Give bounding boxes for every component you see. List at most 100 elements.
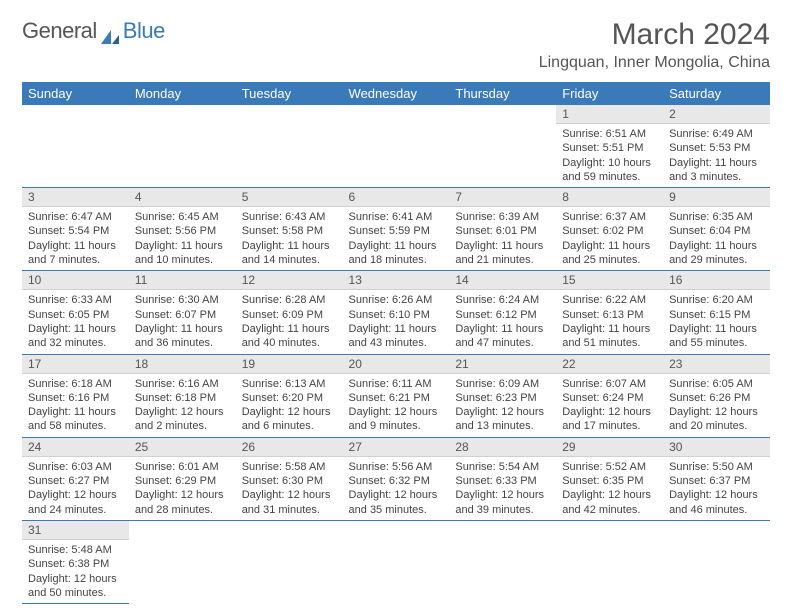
day-number: 7	[449, 188, 556, 207]
day-body: Sunrise: 5:48 AMSunset: 6:38 PMDaylight:…	[22, 540, 129, 603]
day-body: Sunrise: 6:16 AMSunset: 6:18 PMDaylight:…	[129, 374, 236, 437]
day-number: 10	[22, 271, 129, 290]
calendar-cell: 8Sunrise: 6:37 AMSunset: 6:02 PMDaylight…	[556, 188, 663, 271]
day-number: 31	[22, 521, 129, 540]
weekday-header: Monday	[129, 82, 236, 105]
calendar-cell: 2Sunrise: 6:49 AMSunset: 5:53 PMDaylight…	[663, 105, 770, 188]
calendar-cell: 4Sunrise: 6:45 AMSunset: 5:56 PMDaylight…	[129, 188, 236, 271]
calendar-row: 31Sunrise: 5:48 AMSunset: 6:38 PMDayligh…	[22, 520, 770, 603]
day-number: 6	[343, 188, 450, 207]
day-number: 14	[449, 271, 556, 290]
calendar-cell: 9Sunrise: 6:35 AMSunset: 6:04 PMDaylight…	[663, 188, 770, 271]
day-number: 30	[663, 438, 770, 457]
weekday-header: Tuesday	[236, 82, 343, 105]
day-body: Sunrise: 6:20 AMSunset: 6:15 PMDaylight:…	[663, 290, 770, 353]
calendar-cell: 25Sunrise: 6:01 AMSunset: 6:29 PMDayligh…	[129, 437, 236, 520]
day-body: Sunrise: 5:54 AMSunset: 6:33 PMDaylight:…	[449, 457, 556, 520]
calendar-cell	[556, 520, 663, 603]
page-subtitle: Lingquan, Inner Mongolia, China	[539, 54, 770, 72]
day-number: 16	[663, 271, 770, 290]
calendar-cell: 15Sunrise: 6:22 AMSunset: 6:13 PMDayligh…	[556, 271, 663, 354]
day-body: Sunrise: 6:13 AMSunset: 6:20 PMDaylight:…	[236, 374, 343, 437]
calendar-cell: 24Sunrise: 6:03 AMSunset: 6:27 PMDayligh…	[22, 437, 129, 520]
day-body: Sunrise: 6:11 AMSunset: 6:21 PMDaylight:…	[343, 374, 450, 437]
day-number: 18	[129, 355, 236, 374]
calendar-cell	[343, 105, 450, 188]
weekday-header: Thursday	[449, 82, 556, 105]
calendar-cell: 27Sunrise: 5:56 AMSunset: 6:32 PMDayligh…	[343, 437, 450, 520]
day-body: Sunrise: 6:45 AMSunset: 5:56 PMDaylight:…	[129, 207, 236, 270]
calendar-table: SundayMondayTuesdayWednesdayThursdayFrid…	[22, 82, 770, 604]
day-body: Sunrise: 6:09 AMSunset: 6:23 PMDaylight:…	[449, 374, 556, 437]
calendar-row: 3Sunrise: 6:47 AMSunset: 5:54 PMDaylight…	[22, 188, 770, 271]
calendar-cell: 10Sunrise: 6:33 AMSunset: 6:05 PMDayligh…	[22, 271, 129, 354]
calendar-row: 17Sunrise: 6:18 AMSunset: 6:16 PMDayligh…	[22, 354, 770, 437]
day-body: Sunrise: 5:52 AMSunset: 6:35 PMDaylight:…	[556, 457, 663, 520]
day-number: 22	[556, 355, 663, 374]
calendar-cell	[236, 520, 343, 603]
day-number: 5	[236, 188, 343, 207]
calendar-cell	[663, 520, 770, 603]
day-number: 23	[663, 355, 770, 374]
weekday-header-row: SundayMondayTuesdayWednesdayThursdayFrid…	[22, 82, 770, 105]
calendar-body: 1Sunrise: 6:51 AMSunset: 5:51 PMDaylight…	[22, 105, 770, 604]
calendar-cell	[449, 105, 556, 188]
calendar-cell: 31Sunrise: 5:48 AMSunset: 6:38 PMDayligh…	[22, 520, 129, 603]
day-body: Sunrise: 6:33 AMSunset: 6:05 PMDaylight:…	[22, 290, 129, 353]
calendar-cell	[236, 105, 343, 188]
calendar-cell: 7Sunrise: 6:39 AMSunset: 6:01 PMDaylight…	[449, 188, 556, 271]
calendar-cell: 6Sunrise: 6:41 AMSunset: 5:59 PMDaylight…	[343, 188, 450, 271]
calendar-row: 24Sunrise: 6:03 AMSunset: 6:27 PMDayligh…	[22, 437, 770, 520]
calendar-cell: 26Sunrise: 5:58 AMSunset: 6:30 PMDayligh…	[236, 437, 343, 520]
calendar-cell: 30Sunrise: 5:50 AMSunset: 6:37 PMDayligh…	[663, 437, 770, 520]
page-title: March 2024	[539, 18, 770, 52]
day-number: 12	[236, 271, 343, 290]
calendar-cell: 29Sunrise: 5:52 AMSunset: 6:35 PMDayligh…	[556, 437, 663, 520]
day-number: 4	[129, 188, 236, 207]
day-number: 28	[449, 438, 556, 457]
calendar-cell: 12Sunrise: 6:28 AMSunset: 6:09 PMDayligh…	[236, 271, 343, 354]
day-number: 15	[556, 271, 663, 290]
calendar-cell	[129, 105, 236, 188]
day-body: Sunrise: 6:41 AMSunset: 5:59 PMDaylight:…	[343, 207, 450, 270]
calendar-cell: 28Sunrise: 5:54 AMSunset: 6:33 PMDayligh…	[449, 437, 556, 520]
day-number: 29	[556, 438, 663, 457]
calendar-cell: 23Sunrise: 6:05 AMSunset: 6:26 PMDayligh…	[663, 354, 770, 437]
day-number: 13	[343, 271, 450, 290]
calendar-cell	[343, 520, 450, 603]
calendar-cell: 20Sunrise: 6:11 AMSunset: 6:21 PMDayligh…	[343, 354, 450, 437]
calendar-row: 10Sunrise: 6:33 AMSunset: 6:05 PMDayligh…	[22, 271, 770, 354]
day-number: 27	[343, 438, 450, 457]
calendar-cell: 1Sunrise: 6:51 AMSunset: 5:51 PMDaylight…	[556, 105, 663, 188]
day-body: Sunrise: 6:43 AMSunset: 5:58 PMDaylight:…	[236, 207, 343, 270]
calendar-cell: 13Sunrise: 6:26 AMSunset: 6:10 PMDayligh…	[343, 271, 450, 354]
calendar-cell: 18Sunrise: 6:16 AMSunset: 6:18 PMDayligh…	[129, 354, 236, 437]
day-body: Sunrise: 6:49 AMSunset: 5:53 PMDaylight:…	[663, 124, 770, 187]
day-number: 2	[663, 105, 770, 124]
day-body: Sunrise: 6:35 AMSunset: 6:04 PMDaylight:…	[663, 207, 770, 270]
weekday-header: Wednesday	[343, 82, 450, 105]
calendar-row: 1Sunrise: 6:51 AMSunset: 5:51 PMDaylight…	[22, 105, 770, 188]
day-body: Sunrise: 6:05 AMSunset: 6:26 PMDaylight:…	[663, 374, 770, 437]
header: General Blue March 2024 Lingquan, Inner …	[22, 18, 770, 72]
day-number: 24	[22, 438, 129, 457]
day-body: Sunrise: 6:24 AMSunset: 6:12 PMDaylight:…	[449, 290, 556, 353]
logo-text-2: Blue	[123, 18, 165, 44]
calendar-cell: 14Sunrise: 6:24 AMSunset: 6:12 PMDayligh…	[449, 271, 556, 354]
calendar-cell: 3Sunrise: 6:47 AMSunset: 5:54 PMDaylight…	[22, 188, 129, 271]
weekday-header: Sunday	[22, 82, 129, 105]
day-body: Sunrise: 6:07 AMSunset: 6:24 PMDaylight:…	[556, 374, 663, 437]
day-body: Sunrise: 6:22 AMSunset: 6:13 PMDaylight:…	[556, 290, 663, 353]
calendar-cell: 22Sunrise: 6:07 AMSunset: 6:24 PMDayligh…	[556, 354, 663, 437]
day-body: Sunrise: 5:50 AMSunset: 6:37 PMDaylight:…	[663, 457, 770, 520]
calendar-cell: 5Sunrise: 6:43 AMSunset: 5:58 PMDaylight…	[236, 188, 343, 271]
logo: General Blue	[22, 18, 165, 44]
calendar-cell: 11Sunrise: 6:30 AMSunset: 6:07 PMDayligh…	[129, 271, 236, 354]
title-block: March 2024 Lingquan, Inner Mongolia, Chi…	[539, 18, 770, 72]
calendar-cell	[129, 520, 236, 603]
calendar-cell: 19Sunrise: 6:13 AMSunset: 6:20 PMDayligh…	[236, 354, 343, 437]
day-body: Sunrise: 6:51 AMSunset: 5:51 PMDaylight:…	[556, 124, 663, 187]
day-body: Sunrise: 6:18 AMSunset: 6:16 PMDaylight:…	[22, 374, 129, 437]
day-number: 8	[556, 188, 663, 207]
day-number: 3	[22, 188, 129, 207]
